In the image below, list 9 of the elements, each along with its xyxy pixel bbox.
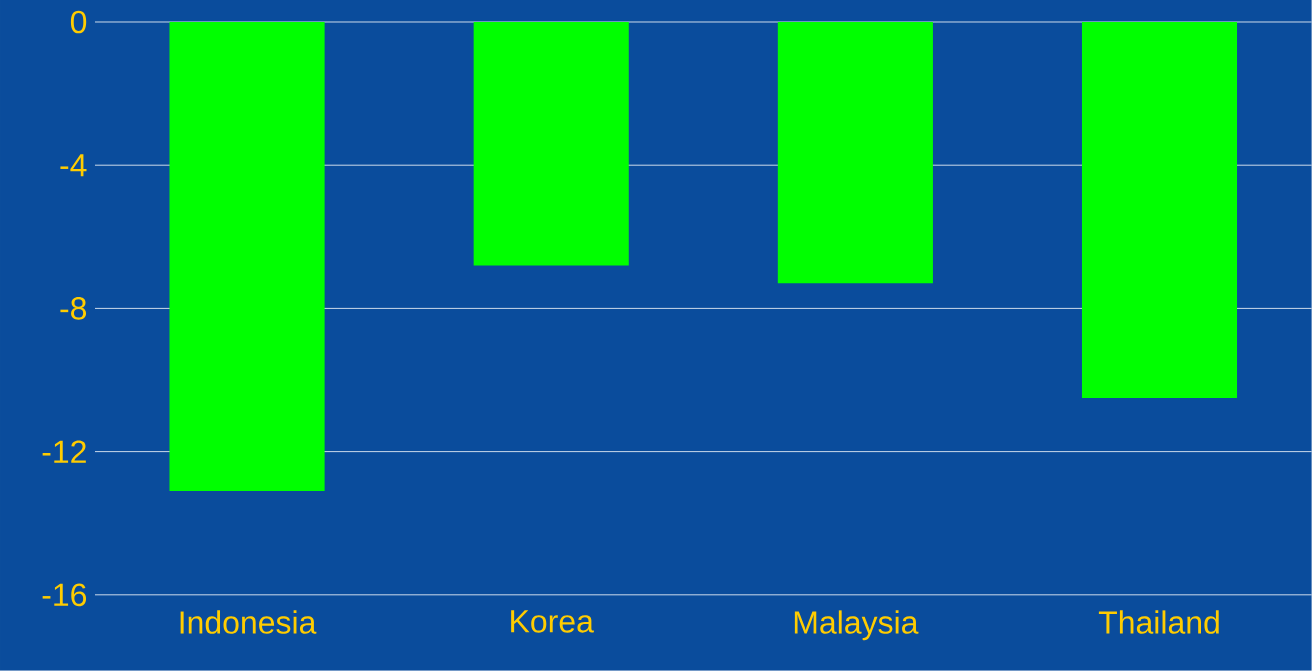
y-tick-label: -16 bbox=[42, 583, 87, 607]
y-tick-label: -4 bbox=[60, 154, 87, 177]
x-tick-label: Malaysia bbox=[794, 610, 919, 641]
x-tick-label: Korea bbox=[511, 610, 594, 633]
y-tick-label: 0 bbox=[70, 10, 87, 34]
x-tick-label: Thailand bbox=[1098, 610, 1219, 634]
x-tick-label: Indonesia bbox=[180, 610, 317, 634]
y-tick-label: -8 bbox=[60, 297, 87, 320]
y-tick-label: -12 bbox=[42, 440, 86, 463]
